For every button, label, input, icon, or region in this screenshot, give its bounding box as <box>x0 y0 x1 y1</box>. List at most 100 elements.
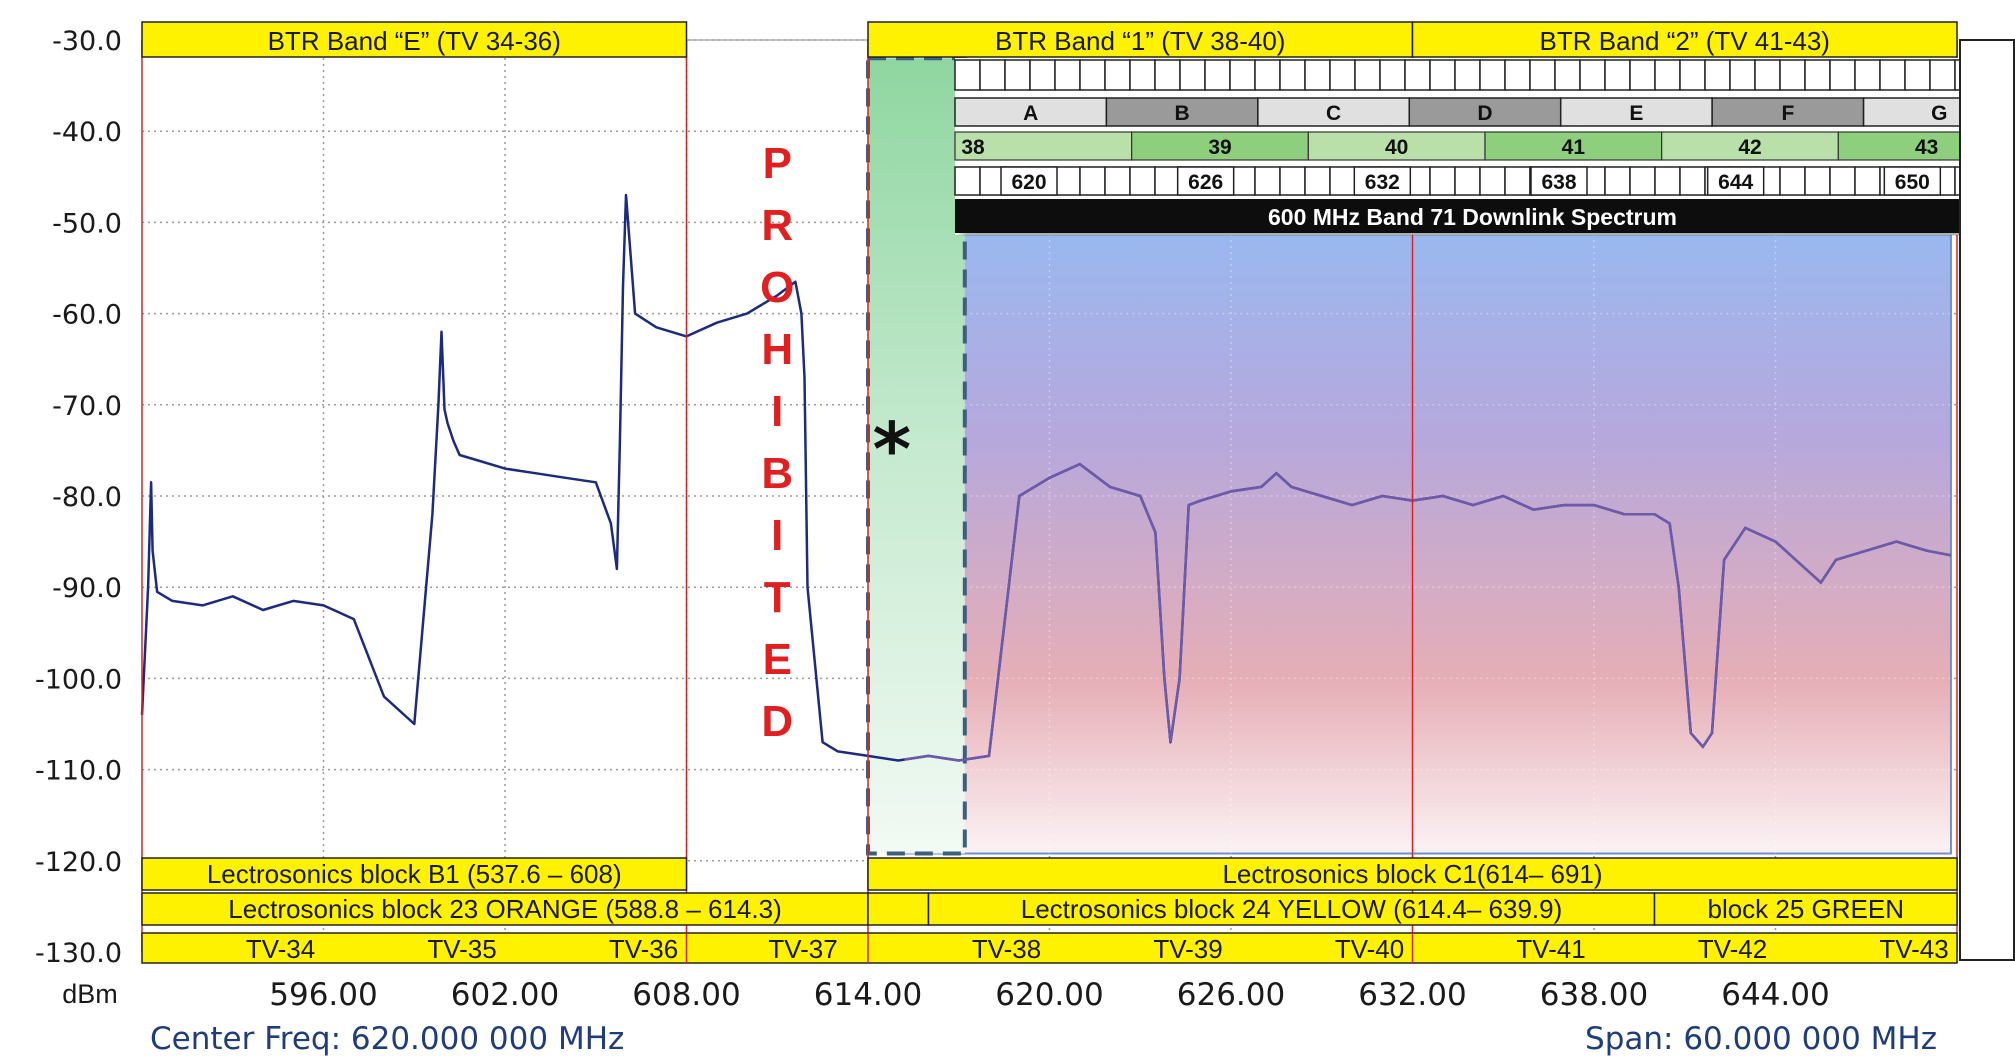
inset-freq-cell <box>1329 166 1356 196</box>
inset-channel-cell <box>1661 131 1839 161</box>
inset-tick-cell <box>1229 59 1256 91</box>
inset-freq-box <box>1353 166 1412 196</box>
prohibited-letter: P <box>763 139 792 188</box>
inset-tick-cell <box>1379 59 1406 91</box>
inset-channel-cell <box>1131 131 1309 161</box>
btr-band-bar <box>867 21 1414 58</box>
lectro-b1-label: Lectrosonics block B1 (537.6 – 608) <box>207 859 622 889</box>
prohibited-letter: H <box>761 325 793 374</box>
lectro-row2-bar <box>867 892 930 926</box>
band71-inset: A B C D E F G 38 39 40 41 42 43 620 626 632 638 644 650 600… <box>954 58 2015 235</box>
inset-tick-cell <box>1579 59 1606 91</box>
x-tick-label: 626.00 <box>1177 977 1285 1013</box>
x-tick-label: 638.00 <box>1540 977 1648 1013</box>
btr-band-bar <box>141 21 688 58</box>
band71-shading <box>903 233 1952 855</box>
x-tick-label: 602.00 <box>451 977 559 1013</box>
inset-freq-cell <box>1079 166 1106 196</box>
inset-block-cell <box>1559 97 1713 127</box>
inset-freq-cell <box>1279 166 1306 196</box>
inset-block-label: F <box>1781 102 1794 125</box>
inset-freq-cell <box>1254 166 1281 196</box>
inset-channel-label: 42 <box>1738 136 1761 159</box>
lectro-c1-bar <box>867 857 1958 891</box>
inset-tick-cell <box>1404 59 1431 91</box>
inset-tick-cell <box>1454 59 1481 91</box>
inset-channel-label: 40 <box>1385 136 1408 159</box>
x-tick-label: 644.00 <box>1721 977 1829 1013</box>
shaded-region <box>903 233 1952 855</box>
y-tick-label: -90.0 <box>52 573 122 604</box>
prohibited-letter: O <box>760 263 794 312</box>
inset-tick-cell <box>1729 59 1756 91</box>
y-tick-label: -100.0 <box>35 664 122 695</box>
inset-tick-cell <box>1679 59 1706 91</box>
inset-tick-cell <box>979 59 1006 91</box>
inset-tick-cell <box>1529 59 1556 91</box>
inset-freq-cell <box>954 166 981 196</box>
inset-freq-cell <box>1154 166 1181 196</box>
prohibited-letter: I <box>771 387 783 436</box>
inset-tick-cell <box>1004 59 1031 91</box>
tv-channel-label: TV-40 <box>1335 934 1404 964</box>
inset-channel-label: 43 <box>1915 136 1938 159</box>
inset-block-label: A <box>1023 102 1038 125</box>
inset-freq-label: 632 <box>1365 171 1400 194</box>
inset-tick-cell <box>1829 59 1856 91</box>
y-tick-label: -60.0 <box>52 300 122 331</box>
center-freq-readout: Center Freq: 620.000 000 MHz <box>150 1021 624 1057</box>
prohibited-letter: R <box>761 201 793 250</box>
x-tick-label: 596.00 <box>269 977 377 1013</box>
inset-block-label: C <box>1326 102 1341 125</box>
y-axis-unit: dBm <box>62 979 118 1009</box>
inset-freq-label: 650 <box>1895 171 1930 194</box>
inset-freq-label: 644 <box>1718 171 1753 194</box>
span-readout: Span: 60.000 000 MHz <box>1585 1021 1937 1057</box>
prohibited-letter: T <box>764 573 791 622</box>
y-tick-label: -130.0 <box>35 938 122 969</box>
inset-tick-cell <box>1904 59 1931 91</box>
tv-channel-label: TV-41 <box>1516 934 1585 964</box>
y-tick-label: -80.0 <box>52 482 122 513</box>
inset-tick-cell <box>1304 59 1331 91</box>
prohibited-letter: I <box>771 511 783 560</box>
inset-channel-label: 38 <box>961 136 985 159</box>
lectro-row2-bar <box>927 892 1656 926</box>
spectrum-trace <box>140 193 1952 762</box>
btr-band-label: BTR Band “2” (TV 41-43) <box>1540 26 1830 56</box>
x-tick-label: 632.00 <box>1358 977 1466 1013</box>
tv-channel-label: TV-38 <box>972 934 1041 964</box>
y-axis: -30.0 -40.0 -50.0 -60.0 -70.0 -80.0 -90.0 -100.… <box>35 26 122 1009</box>
inset-block-cell <box>954 97 1108 127</box>
inset-freq-cell <box>1654 166 1681 196</box>
inset-freq-cell <box>1829 166 1856 196</box>
x-tick-label: 614.00 <box>814 977 922 1013</box>
inset-block-cell <box>1105 97 1259 127</box>
inset-title-bar <box>955 199 2015 233</box>
inset-freq-cell <box>1129 166 1156 196</box>
inset-tick-cell <box>1704 59 1731 91</box>
inset-block-label: B <box>1175 102 1190 125</box>
x-tick-label: 608.00 <box>632 977 740 1013</box>
inset-freq-cell <box>1679 166 1706 196</box>
inset-tick-cell <box>1154 59 1181 91</box>
inset-tick-cell <box>1604 59 1631 91</box>
inset-freq-cell <box>1104 166 1131 196</box>
inset-freq-label: 626 <box>1188 171 1223 194</box>
inset-block-cell <box>1408 97 1562 127</box>
x-tick-label: 620.00 <box>995 977 1103 1013</box>
y-tick-label: -30.0 <box>52 26 122 57</box>
x-axis: 596.00 602.00 608.00 614.00 620.00 626.00 632.… <box>269 977 1829 1013</box>
guard-fill <box>868 58 965 854</box>
inset-tick-cell <box>1179 59 1206 91</box>
inset-tick-cell <box>1254 59 1281 91</box>
inset-tick-cell <box>1879 59 1906 91</box>
trace-line-shaded <box>904 462 1951 762</box>
prohibited-letter: E <box>763 635 792 684</box>
inset-freq-cell <box>1454 166 1481 196</box>
inset-freq-cell <box>1479 166 1506 196</box>
asterisk-marker: * <box>873 407 912 493</box>
inset-freq-cell <box>1304 166 1331 196</box>
inset-channel-cell <box>1484 131 1663 161</box>
